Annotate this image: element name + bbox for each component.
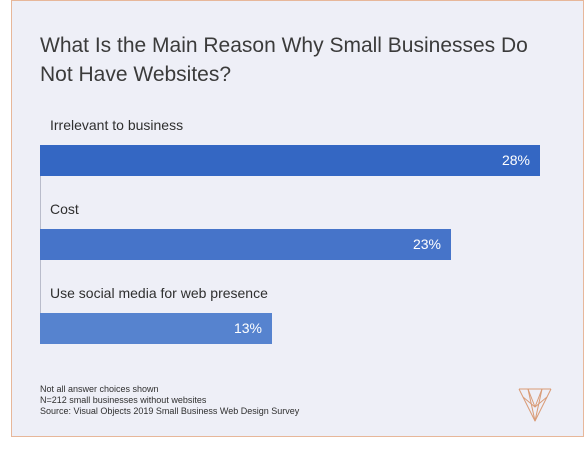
visual-objects-v-logo-icon xyxy=(518,388,552,422)
category-label: Cost xyxy=(50,201,79,217)
category-label: Use social media for web presence xyxy=(50,285,268,301)
bar: 23% xyxy=(40,229,451,260)
bar: 28% xyxy=(40,145,540,176)
chart-title: What Is the Main Reason Why Small Busine… xyxy=(40,34,528,86)
chart-notes: Not all answer choices shown N=212 small… xyxy=(40,384,299,417)
note-answer-choices: Not all answer choices shown xyxy=(40,384,159,394)
bar-value-label: 23% xyxy=(412,236,441,252)
category-label: Irrelevant to business xyxy=(50,117,184,133)
bar-value-label: 13% xyxy=(233,320,262,336)
note-source: Source: Visual Objects 2019 Small Busine… xyxy=(40,406,300,416)
bar-value-label: 28% xyxy=(501,152,530,168)
chart-card: What Is the Main Reason Why Small Busine… xyxy=(11,0,584,437)
note-sample-size: N=212 small businesses without websites xyxy=(40,395,207,405)
bar: 13% xyxy=(40,313,272,344)
